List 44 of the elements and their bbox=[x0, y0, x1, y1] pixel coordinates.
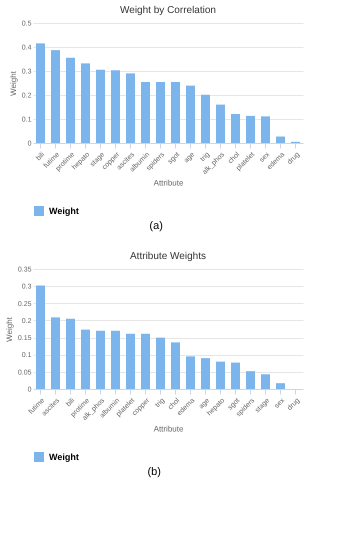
bar bbox=[51, 317, 60, 389]
bar bbox=[171, 82, 180, 143]
x-axis-title: Attribute bbox=[154, 178, 184, 188]
bar bbox=[141, 334, 150, 389]
bar bbox=[36, 43, 45, 143]
bar bbox=[66, 58, 75, 143]
legend-label: Weight bbox=[49, 452, 79, 462]
bar bbox=[126, 334, 135, 389]
legend-label: Weight bbox=[49, 206, 79, 216]
bar bbox=[66, 318, 75, 389]
bar bbox=[186, 86, 195, 143]
bar bbox=[261, 116, 270, 143]
bar bbox=[171, 342, 180, 389]
bar bbox=[261, 374, 270, 389]
bar bbox=[156, 338, 165, 389]
y-axis-title: Weight bbox=[4, 316, 14, 342]
bar bbox=[201, 94, 210, 143]
bar bbox=[81, 330, 90, 389]
bar bbox=[51, 50, 60, 143]
bar bbox=[246, 116, 255, 143]
bar bbox=[36, 285, 45, 389]
bar bbox=[111, 330, 120, 389]
bar bbox=[276, 383, 285, 389]
bar bbox=[126, 73, 135, 143]
bar bbox=[96, 330, 105, 389]
bar bbox=[216, 362, 225, 389]
text: (b) bbox=[147, 466, 161, 478]
bar bbox=[216, 104, 225, 143]
chart-title: Attribute Weights bbox=[130, 251, 206, 262]
bar bbox=[141, 82, 150, 143]
bar bbox=[276, 136, 285, 143]
bar bbox=[231, 114, 240, 143]
bar bbox=[111, 70, 120, 143]
bar bbox=[231, 362, 240, 389]
bar bbox=[156, 82, 165, 143]
y-axis-title: Weight bbox=[8, 70, 18, 96]
chart-title: Weight by Correlation bbox=[120, 5, 216, 16]
text: (a) bbox=[149, 220, 163, 232]
x-axis-title: Attribute bbox=[154, 424, 184, 434]
bar bbox=[81, 63, 90, 143]
bar bbox=[201, 358, 210, 389]
bar bbox=[186, 356, 195, 389]
bar bbox=[96, 70, 105, 143]
bar bbox=[246, 371, 255, 389]
